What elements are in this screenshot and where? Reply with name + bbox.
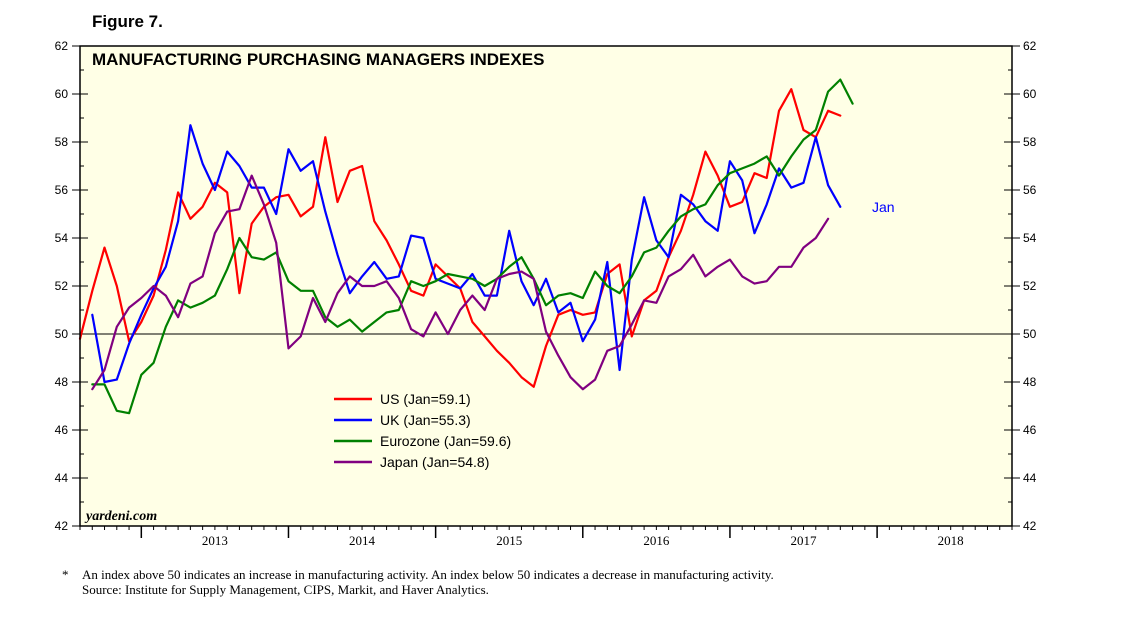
legend-label-eurozone: Eurozone (Jan=59.6) [380, 433, 511, 449]
y-tick-label-left: 48 [55, 375, 69, 389]
footnote-note: An index above 50 indicates an increase … [82, 567, 774, 582]
y-tick-label-right: 62 [1023, 39, 1037, 53]
footnote: * An index above 50 indicates an increase… [62, 567, 774, 597]
series-layer [78, 78, 854, 415]
y-tick-label-right: 44 [1023, 471, 1037, 485]
footnote-line: * An index above 50 indicates an increase… [62, 567, 774, 582]
chart-title: MANUFACTURING PURCHASING MANAGERS INDEXE… [92, 50, 544, 69]
footnote-marker: * [62, 567, 69, 582]
y-tick-label-left: 58 [55, 135, 69, 149]
figure-label: Figure 7. [92, 12, 163, 31]
x-tick-label-2013: 2013 [202, 533, 228, 548]
y-tick-label-left: 52 [55, 279, 69, 293]
y-tick-label-left: 50 [55, 327, 69, 341]
watermark: yardeni.com [84, 509, 157, 524]
series-line-japan [91, 174, 830, 391]
y-tick-label-right: 50 [1023, 327, 1037, 341]
y-tick-label-right: 42 [1023, 519, 1037, 533]
plot-background [80, 46, 1012, 526]
x-tick-label-2014: 2014 [349, 533, 376, 548]
y-tick-label-right: 54 [1023, 231, 1037, 245]
legend-label-us: US (Jan=59.1) [380, 391, 471, 407]
x-tick-label-2016: 2016 [643, 533, 670, 548]
x-tick-label-2015: 2015 [496, 533, 522, 548]
y-tick-label-right: 58 [1023, 135, 1037, 149]
y-tick-label-right: 52 [1023, 279, 1037, 293]
legend-label-uk: UK (Jan=55.3) [380, 412, 471, 428]
y-tick-label-right: 60 [1023, 87, 1037, 101]
y-tick-label-left: 56 [55, 183, 69, 197]
y-tick-label-left: 46 [55, 423, 69, 437]
series-line-eurozone [91, 78, 854, 415]
plot-frame [79, 45, 1013, 527]
footnote-source-line: Source: Institute for Supply Management,… [62, 582, 774, 597]
y-tick-label-left: 62 [55, 39, 69, 53]
y-tick-label-left: 54 [55, 231, 69, 245]
y-tick-label-left: 44 [55, 471, 69, 485]
footnote-source: Source: Institute for Supply Management,… [82, 582, 489, 597]
y-tick-label-right: 56 [1023, 183, 1037, 197]
x-tick-label-2017: 2017 [791, 533, 818, 548]
y-tick-label-right: 46 [1023, 423, 1037, 437]
pmi-chart: 42 42 44 44 46 46 48 48 50 50 52 52 54 54 56 56 58 58 60 60… [55, 39, 1037, 548]
legend-label-japan: Japan (Jan=54.8) [380, 454, 489, 470]
y-tick-label-right: 48 [1023, 375, 1037, 389]
legend: US (Jan=59.1) UK (Jan=55.3) Eurozone (Jan=… [334, 391, 511, 470]
x-tick-label-2018: 2018 [938, 533, 964, 548]
y-tick-label-left: 60 [55, 87, 69, 101]
end-annotation: Jan [872, 199, 895, 215]
axis-layer: 42 42 44 44 46 46 48 48 50 50 52 52 54 54 56 56 58 58 60 60… [55, 39, 1037, 548]
y-tick-label-left: 42 [55, 519, 69, 533]
series-line-uk [91, 124, 842, 384]
